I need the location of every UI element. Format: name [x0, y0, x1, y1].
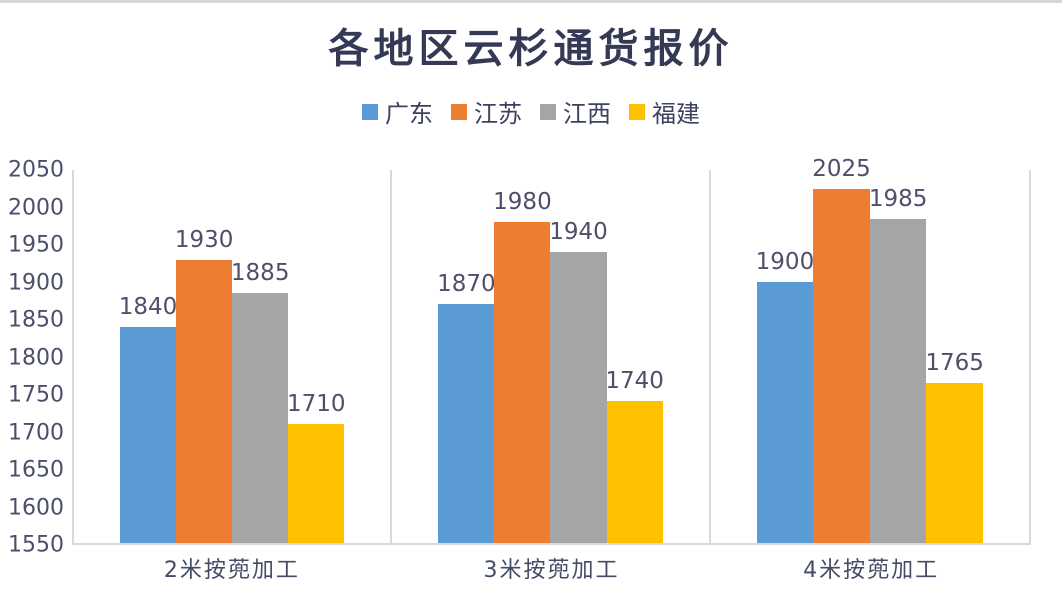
chart-legend: 广东 江苏 江西 福建 — [0, 94, 1062, 129]
bar-column-江苏: 1930 — [174, 170, 234, 543]
bar-value-label: 1930 — [174, 226, 234, 253]
bar-福建-2米按蔸加工 — [288, 423, 345, 543]
category-group-1: 1840 1930 1885 1710 — [74, 170, 393, 543]
legend-label: 江苏 — [474, 100, 522, 128]
bar-column-江苏: 2025 — [812, 156, 871, 543]
bar-column-江苏: 1980 — [493, 170, 552, 543]
bar-江西-4米按蔸加工 — [869, 218, 927, 543]
bar-value-label: 2025 — [812, 155, 871, 182]
y-axis-tick-label: 1950 — [8, 232, 64, 258]
legend-label: 江西 — [563, 100, 611, 128]
bar-value-label: 1940 — [549, 219, 608, 246]
y-axis-tick-label: 1800 — [8, 345, 64, 370]
bar-column-福建: 1740 — [605, 170, 664, 543]
bar-cluster: 1870 1980 1940 1740 — [437, 170, 664, 543]
y-axis-tick-label: 2050 — [8, 157, 64, 183]
bar-江苏-4米按蔸加工 — [813, 188, 870, 543]
legend-swatch-icon — [629, 103, 645, 120]
bar-福建-4米按蔸加工 — [926, 382, 983, 543]
bar-column-江西: 1885 — [230, 170, 290, 543]
bar-江西-3米按蔸加工 — [550, 252, 607, 543]
bar-column-江西: 1985 — [868, 170, 928, 543]
bar-column-江西: 1940 — [549, 170, 608, 543]
x-axis-category-label: 4米按蔸加工 — [803, 558, 940, 583]
legend-item-江西: 江西 — [540, 94, 611, 129]
legend-swatch-icon — [540, 103, 556, 120]
bar-column-广东: 1900 — [755, 170, 815, 543]
bar-value-label: 1870 — [437, 271, 496, 298]
bar-value-label: 1885 — [230, 260, 290, 287]
y-axis: 2050 2000 1950 1900 1850 1800 1750 1700 1650 1600… — [0, 158, 64, 558]
plot-area: 1840 1930 1885 1710 1870 1980 1940 1740 1900 2025… — [72, 156, 1031, 545]
legend-item-江苏: 江苏 — [451, 94, 522, 129]
bar-江苏-2米按蔸加工 — [176, 259, 233, 543]
y-axis-tick-label: 2000 — [8, 195, 64, 220]
bar-cluster: 1840 1930 1885 1710 — [118, 170, 346, 543]
x-axis-category-label: 3米按蔸加工 — [483, 558, 620, 583]
bar-value-label: 1740 — [605, 368, 664, 395]
y-axis-tick-label: 1700 — [8, 420, 64, 445]
y-axis-tick-label: 1550 — [8, 532, 64, 558]
x-axis: 2米按蔸加工 3米按蔸加工 4米按蔸加工 — [72, 552, 1031, 586]
bar-column-福建: 1710 — [286, 170, 346, 543]
bar-value-label: 1985 — [868, 185, 928, 212]
bar-column-广东: 1870 — [437, 170, 496, 543]
legend-swatch-icon — [451, 103, 467, 120]
legend-label: 福建 — [652, 100, 700, 128]
x-axis-category-label: 2米按蔸加工 — [163, 558, 300, 583]
bar-广东-2米按蔸加工 — [120, 326, 177, 543]
category-group-3: 1900 2025 1985 1765 — [711, 156, 1029, 543]
category-group-2: 1870 1980 1940 1740 — [392, 170, 711, 543]
bar-广东-3米按蔸加工 — [438, 304, 495, 543]
bar-value-label: 1765 — [925, 349, 984, 376]
legend-item-福建: 福建 — [629, 94, 700, 129]
bar-value-label: 1710 — [286, 390, 346, 417]
bar-江西-2米按蔸加工 — [232, 293, 289, 543]
bar-cluster: 1900 2025 1985 1765 — [755, 156, 984, 543]
y-axis-tick-label: 1600 — [8, 495, 64, 520]
top-edge-strip — [0, 0, 1062, 3]
bar-广东-4米按蔸加工 — [756, 281, 814, 543]
y-axis-tick-label: 1650 — [8, 457, 64, 483]
legend-swatch-icon — [362, 103, 378, 120]
bar-column-福建: 1765 — [925, 170, 984, 543]
bar-value-label: 1980 — [493, 189, 552, 216]
chart-title: 各地区云杉通货报价 — [328, 25, 734, 72]
y-axis-tick-label: 1900 — [8, 270, 64, 295]
y-axis-tick-label: 1750 — [8, 382, 64, 408]
legend-label: 广东 — [385, 100, 433, 128]
legend-item-广东: 广东 — [362, 94, 433, 129]
y-axis-tick-label: 1850 — [8, 307, 64, 333]
bar-江苏-3米按蔸加工 — [494, 222, 551, 543]
bar-value-label: 1900 — [755, 248, 815, 275]
bar-column-广东: 1840 — [118, 170, 178, 543]
bar-福建-3米按蔸加工 — [606, 401, 663, 543]
bar-value-label: 1840 — [118, 293, 178, 320]
